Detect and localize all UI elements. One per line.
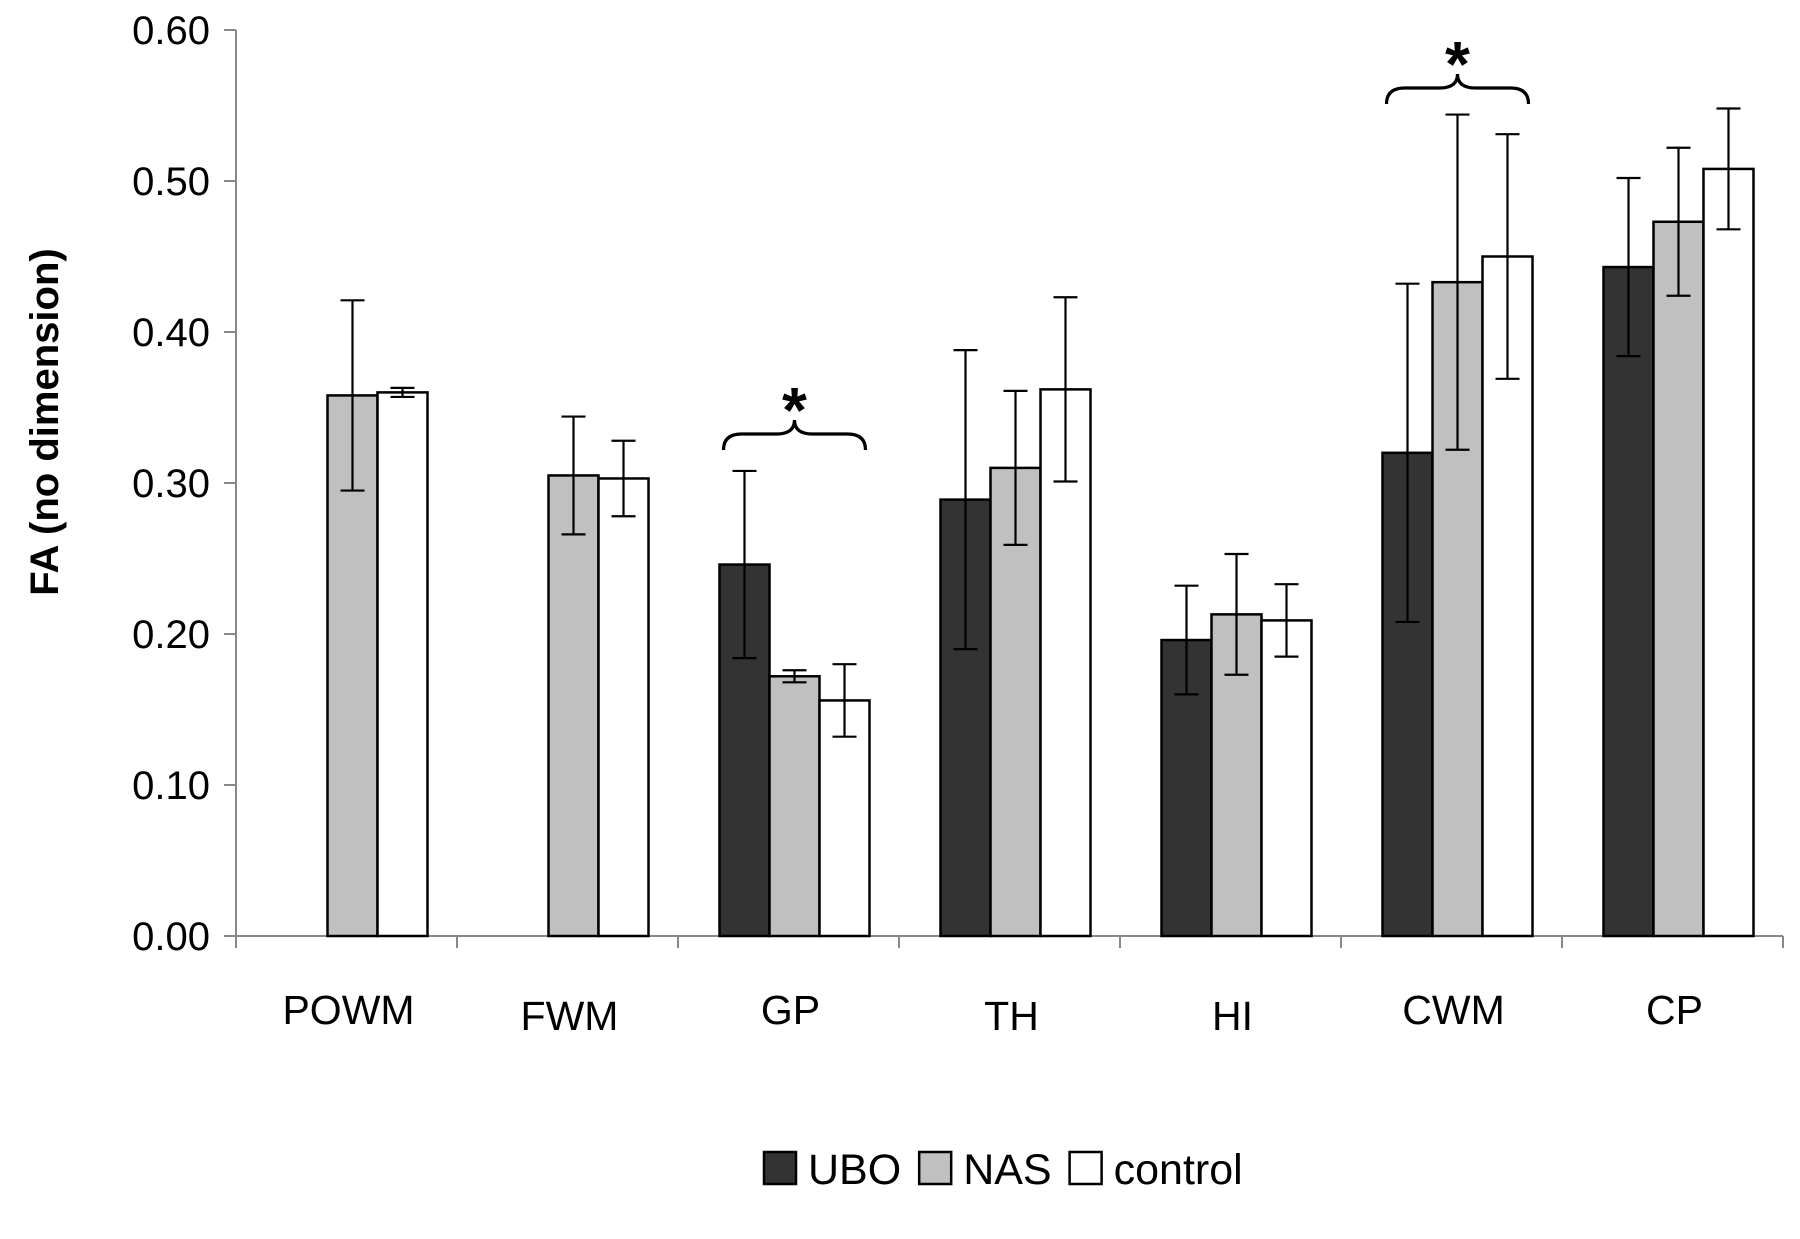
significance-annotations: ** (721, 28, 1531, 451)
axes: 0.00 0.10 0.20 0.30 0.40 0.50 0.60 POWM FWM GP TH H… (132, 9, 1784, 1039)
bar-control-hi (1260, 619, 1313, 938)
significance-bracket-cwm (1384, 73, 1531, 105)
legend-swatch-ubo (762, 1150, 798, 1186)
category-label-hi: HI (1212, 993, 1253, 1039)
significance-bracket-gp (721, 419, 868, 451)
bar-ubo-cp (1602, 265, 1655, 938)
legend-label-nas: NAS (963, 1146, 1051, 1194)
y-tick-label: 0.10 (132, 764, 210, 808)
bar-control-fwm (597, 477, 650, 938)
category-label-gp: GP (761, 987, 820, 1033)
bar-nas-gp (768, 675, 821, 938)
bar-nas-fwm (547, 474, 600, 938)
y-tick-label: 0.50 (132, 160, 210, 204)
bar-control-gp (818, 699, 871, 938)
error-bars (340, 107, 1741, 738)
legend: UBO NAS control (762, 1146, 1243, 1194)
category-label-powm: POWM (282, 987, 414, 1033)
bar-nas-cp (1652, 220, 1705, 938)
significance-star-gp: * (782, 374, 807, 446)
bar-control-cp (1702, 167, 1755, 938)
category-label-cp: CP (1646, 987, 1703, 1033)
legend-swatch-control (1068, 1150, 1103, 1186)
bar-control-powm (376, 391, 429, 938)
y-axis-title: FA (no dimension) (23, 248, 67, 595)
y-tick-label: 0.30 (132, 462, 210, 506)
category-label-cwm: CWM (1402, 987, 1504, 1033)
legend-swatch-nas (917, 1150, 953, 1186)
significance-star-cwm: * (1445, 28, 1470, 100)
y-tick-label: 0.60 (132, 9, 210, 53)
legend-label-control: control (1114, 1146, 1243, 1194)
bars (326, 167, 1755, 938)
category-label-th: TH (984, 993, 1039, 1039)
legend-label-ubo: UBO (808, 1146, 901, 1194)
y-tick-label: 0.20 (132, 613, 210, 657)
y-tick-label: 0.00 (132, 915, 210, 959)
y-tick-label: 0.40 (132, 311, 210, 355)
category-label-fwm: FWM (521, 993, 619, 1039)
